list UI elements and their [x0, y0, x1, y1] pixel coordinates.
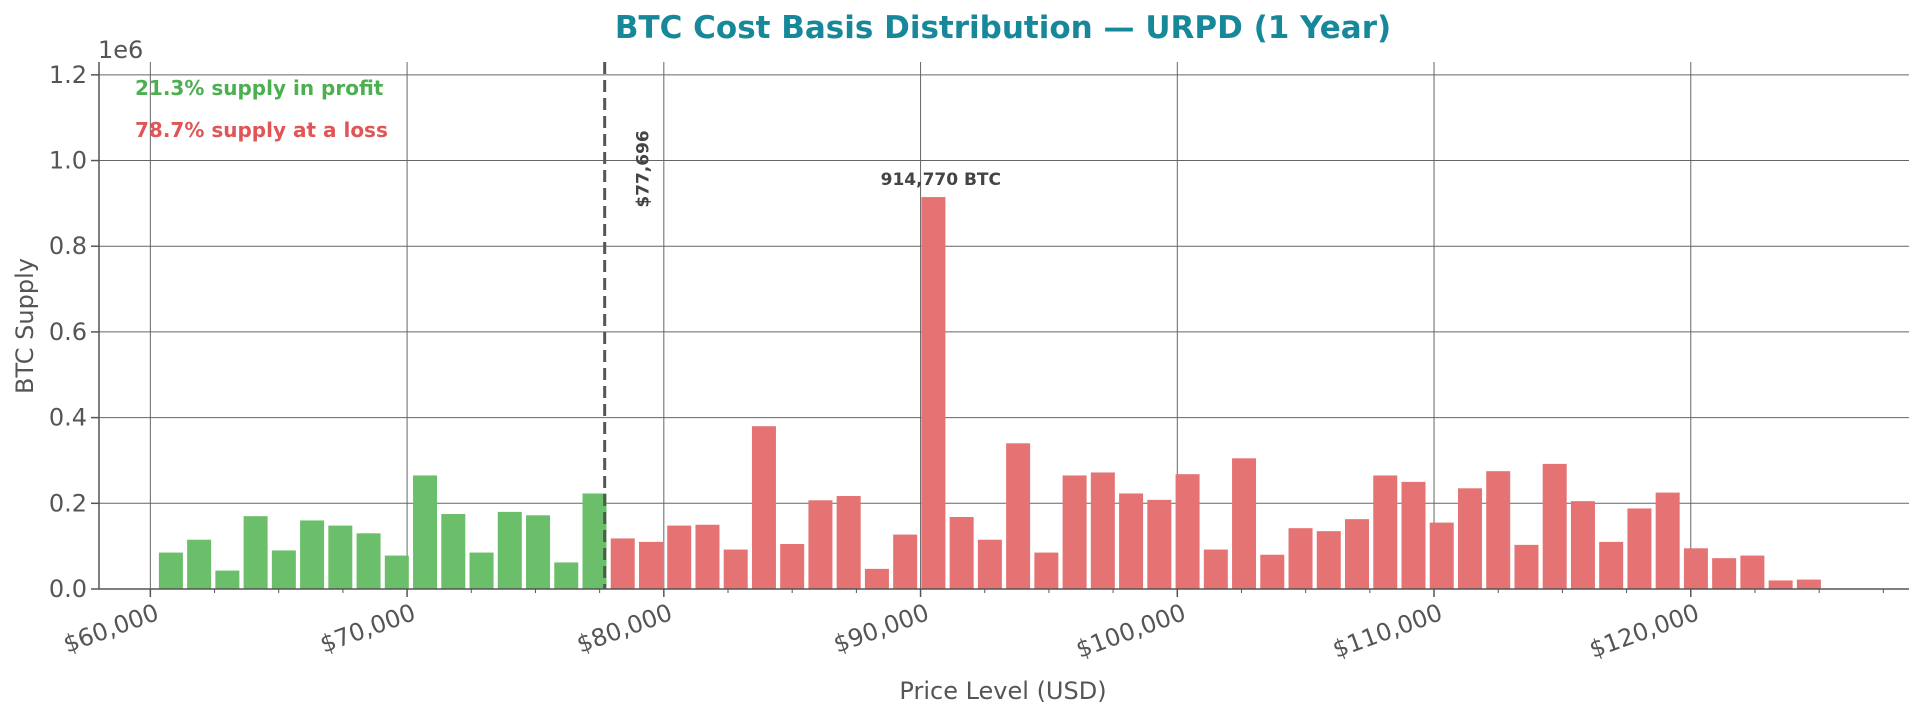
- loss-bar: [1316, 531, 1341, 589]
- loss-bar: [1260, 554, 1285, 589]
- loss-bar: [1683, 548, 1708, 589]
- x-tick-label: $120,000: [1586, 598, 1703, 663]
- loss-bar: [1175, 474, 1200, 589]
- loss-bar: [1373, 475, 1398, 589]
- loss-bar: [1147, 499, 1172, 589]
- x-axis-label: Price Level (USD): [899, 677, 1106, 705]
- loss-bar: [1655, 492, 1680, 589]
- loss-bar: [1288, 528, 1313, 589]
- profit-bar: [384, 555, 409, 589]
- loss-bar: [1627, 508, 1652, 589]
- loss-bar: [667, 525, 692, 589]
- loss-bar: [1203, 549, 1228, 589]
- x-tick-label: $90,000: [830, 598, 933, 658]
- chart-title: BTC Cost Basis Distribution — URPD (1 Ye…: [615, 10, 1391, 46]
- profit-bar: [215, 570, 240, 589]
- x-tick-label: $80,000: [573, 598, 676, 658]
- loss-bar: [723, 549, 748, 589]
- loss-bar: [893, 534, 918, 589]
- loss-bar: [808, 500, 833, 589]
- profit-annotation: 21.3% supply in profit: [135, 76, 384, 100]
- loss-bar: [1345, 519, 1370, 589]
- grid-layer: [99, 62, 1909, 590]
- x-tick-label: $60,000: [60, 598, 163, 658]
- loss-bar: [638, 541, 663, 589]
- axes-lines: [98, 62, 1909, 590]
- profit-bar: [497, 511, 522, 589]
- bars-layer: [158, 197, 1821, 590]
- loss-bar: [751, 426, 776, 589]
- y-axis-label: BTC Supply: [11, 258, 39, 394]
- loss-bar: [1599, 541, 1624, 589]
- y-tick-label: 1.0: [49, 147, 87, 175]
- loss-bar: [1514, 544, 1539, 589]
- loss-bar: [780, 544, 805, 589]
- profit-bar: [271, 550, 296, 589]
- profit-bar: [187, 539, 212, 589]
- y-tick-label: 0.2: [49, 489, 87, 517]
- loss-bar: [1740, 555, 1765, 589]
- loss-bar: [1768, 580, 1793, 589]
- profit-bar: [582, 493, 607, 589]
- profit-bar: [356, 533, 381, 589]
- profit-bar: [158, 552, 183, 589]
- profit-bar: [526, 515, 551, 589]
- loss-bar: [1401, 481, 1426, 589]
- profit-bar: [441, 514, 466, 589]
- profit-bar: [328, 525, 353, 589]
- loss-bar: [1090, 472, 1115, 589]
- loss-bar: [1429, 522, 1454, 589]
- profit-bar: [554, 562, 579, 589]
- loss-bar: [1457, 488, 1482, 589]
- x-tick-label: $70,000: [316, 598, 419, 658]
- loss-bar: [1062, 475, 1087, 589]
- loss-bar: [921, 197, 946, 590]
- loss-bar: [864, 568, 889, 589]
- x-tick-label: $100,000: [1072, 598, 1189, 663]
- y-tick-label: 0.6: [49, 318, 87, 346]
- loss-annotation: 78.7% supply at a loss: [135, 118, 388, 142]
- loss-bar: [1119, 493, 1144, 589]
- profit-bar: [243, 516, 268, 589]
- loss-bar: [977, 539, 1002, 589]
- peak-data-label: 914,770 BTC: [881, 170, 1001, 190]
- x-tick-label: $110,000: [1329, 598, 1446, 663]
- current-price-label: $77,696: [634, 130, 654, 207]
- loss-bar: [1034, 552, 1059, 589]
- loss-bar: [1232, 458, 1257, 589]
- loss-bar: [1006, 443, 1031, 589]
- profit-bar: [469, 552, 494, 589]
- loss-bar: [836, 496, 861, 589]
- profit-bar: [300, 520, 325, 589]
- loss-bar: [695, 524, 720, 589]
- loss-bar: [1570, 501, 1595, 589]
- loss-bar: [610, 538, 635, 589]
- y-scale-label: 1e6: [98, 36, 143, 64]
- y-tick-label: 0.0: [49, 575, 87, 603]
- loss-bar: [1486, 471, 1511, 589]
- profit-bar: [413, 475, 438, 589]
- y-tick-label: 1.2: [49, 61, 87, 89]
- y-tick-label: 0.8: [49, 232, 87, 260]
- loss-bar: [949, 517, 974, 589]
- loss-bar: [1796, 579, 1821, 589]
- loss-bar: [1542, 463, 1567, 589]
- loss-bar: [1712, 558, 1737, 589]
- y-tick-label: 0.4: [49, 404, 87, 432]
